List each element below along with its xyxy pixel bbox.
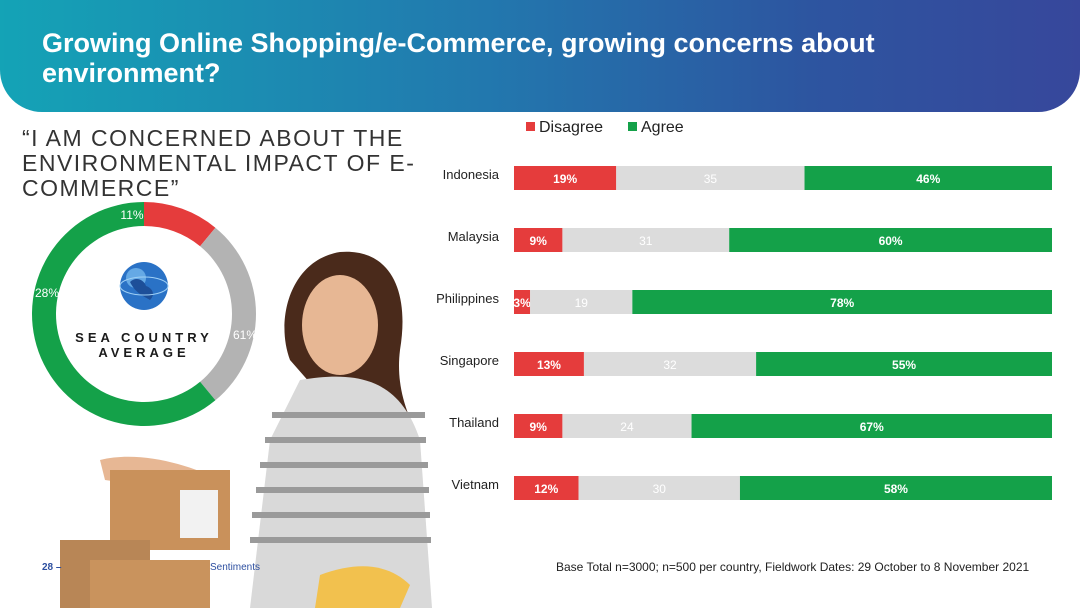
globe-icon bbox=[117, 259, 171, 313]
donut-center-label: SEA COUNTRY AVERAGE bbox=[64, 330, 224, 360]
category-label: Singapore bbox=[440, 353, 499, 368]
legend-label: Agree bbox=[641, 119, 684, 136]
chart-legend: Disagree Agree bbox=[526, 119, 684, 136]
category-label: Thailand bbox=[449, 415, 499, 430]
bar-value-label: 58% bbox=[884, 482, 908, 496]
bar-segment-neutral bbox=[578, 476, 740, 500]
bar-segment-disagree bbox=[514, 476, 579, 500]
bar-segment-agree bbox=[739, 476, 1052, 500]
donut-slice-disagree bbox=[144, 202, 216, 247]
bar-value-label: 30 bbox=[653, 482, 667, 496]
survey-statement: “I AM CONCERNED ABOUT THE ENVIRONMENTAL … bbox=[22, 125, 416, 201]
bar-segment-disagree bbox=[514, 166, 617, 190]
bar-segment-disagree bbox=[514, 228, 563, 252]
bar-segment-neutral bbox=[530, 290, 633, 314]
legend-label: Disagree bbox=[539, 119, 603, 136]
bar-value-label: 46% bbox=[916, 172, 940, 186]
bar-row-singapore: Singapore 13% 32 55% bbox=[440, 352, 1052, 376]
base-footnote: Base Total n=3000; n=500 per country, Fi… bbox=[556, 560, 1030, 574]
bar-segment-agree bbox=[729, 228, 1052, 252]
woman-with-parcels-photo bbox=[60, 251, 432, 608]
bar-value-label: 9% bbox=[530, 420, 548, 434]
bar-value-label: 60% bbox=[879, 234, 903, 248]
category-label: Philippines bbox=[436, 291, 499, 306]
donut-center-label-line2: AVERAGE bbox=[98, 345, 190, 360]
bar-value-label: 19% bbox=[553, 172, 577, 186]
page-number-value: 28 bbox=[42, 562, 54, 573]
donut-slice-neutral bbox=[200, 227, 257, 401]
bar-segment-disagree bbox=[514, 414, 563, 438]
donut-label-agree: 61% bbox=[233, 328, 257, 342]
bar-value-label: 19 bbox=[575, 296, 589, 310]
bar-row-thailand: Thailand 9% 24 67% bbox=[449, 414, 1052, 438]
bar-segment-disagree bbox=[514, 352, 584, 376]
face bbox=[302, 275, 378, 375]
bar-segment-neutral bbox=[562, 414, 692, 438]
bar-value-label: 12% bbox=[534, 482, 558, 496]
bar-row-vietnam: Vietnam 12% 30 58% bbox=[452, 476, 1052, 500]
bar-value-label: 24 bbox=[620, 420, 634, 434]
bar-segment-agree bbox=[632, 290, 1052, 314]
bar-value-label: 32 bbox=[663, 358, 677, 372]
bar-segment-agree bbox=[804, 166, 1052, 190]
page-number-dash: – bbox=[55, 562, 62, 573]
sea-average-donut-chart: 11% 28% 61% bbox=[31, 202, 257, 426]
bar-row-philippines: Philippines 3% 19 78% bbox=[436, 290, 1052, 314]
donut-slice-agree bbox=[31, 202, 216, 426]
donut-label-neutral: 28% bbox=[35, 286, 59, 300]
bar-segment-disagree bbox=[514, 290, 531, 314]
footer-source: Sentiments bbox=[210, 562, 261, 573]
bar-segment-agree bbox=[756, 352, 1052, 376]
bar-value-label: 13% bbox=[537, 358, 561, 372]
header-banner: Growing Online Shopping/e-Commerce, grow… bbox=[0, 0, 1080, 112]
bar-value-label: 3% bbox=[513, 296, 531, 310]
page-number: 28 – bbox=[42, 562, 61, 573]
bar-segment-agree bbox=[691, 414, 1052, 438]
bar-value-label: 31 bbox=[639, 234, 653, 248]
parcel-box bbox=[90, 560, 210, 608]
bar-value-label: 9% bbox=[530, 234, 548, 248]
bar-value-label: 35 bbox=[704, 172, 718, 186]
bar-value-label: 67% bbox=[860, 420, 884, 434]
category-label: Malaysia bbox=[448, 229, 500, 244]
bar-segment-neutral bbox=[616, 166, 805, 190]
bar-segment-neutral bbox=[562, 228, 730, 252]
category-label: Indonesia bbox=[443, 167, 500, 182]
shipping-label bbox=[180, 490, 218, 538]
page-title: Growing Online Shopping/e-Commerce, grow… bbox=[42, 28, 875, 88]
donut-center-label-line1: SEA COUNTRY bbox=[75, 330, 213, 345]
bar-row-malaysia: Malaysia 9% 31 60% bbox=[448, 228, 1052, 252]
bar-segment-neutral bbox=[583, 352, 757, 376]
bar-value-label: 78% bbox=[830, 296, 854, 310]
donut-label-disagree: 11% bbox=[120, 208, 143, 222]
legend-swatch bbox=[628, 122, 637, 131]
country-stacked-bar-chart: Disagree Agree Indonesia 19% 35 46% Malaysia 9%… bbox=[436, 119, 1052, 500]
category-label: Vietnam bbox=[452, 477, 499, 492]
padded-envelope bbox=[315, 566, 410, 608]
bar-value-label: 55% bbox=[892, 358, 916, 372]
shirt-stripes bbox=[250, 412, 431, 543]
legend-swatch bbox=[526, 122, 535, 131]
bar-row-indonesia: Indonesia 19% 35 46% bbox=[443, 166, 1052, 190]
